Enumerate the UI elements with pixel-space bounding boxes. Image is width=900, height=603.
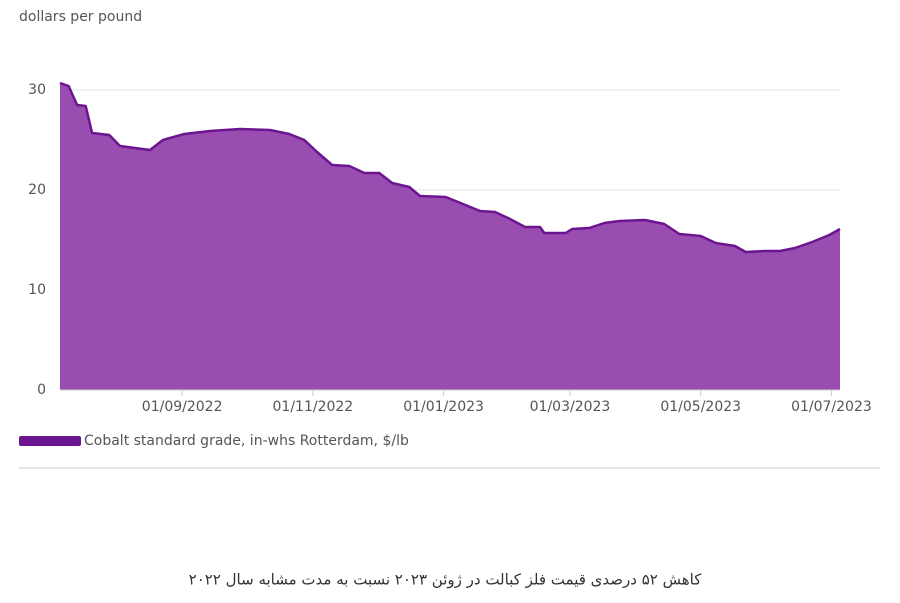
y-tick-label: 30 [28, 82, 46, 98]
caption: کاهش ۵۲ درصدی قیمت فلز کبالت در ژوئن ۲۰۲… [189, 571, 703, 589]
x-tick-label: 01/11/2022 [273, 399, 354, 415]
legend-swatch [19, 436, 81, 446]
x-tick-label: 01/03/2023 [530, 399, 611, 415]
y-tick-label: 10 [28, 282, 46, 298]
x-tick-label: 01/07/2023 [791, 399, 872, 415]
x-tick-label: 01/09/2022 [142, 399, 223, 415]
legend-label: Cobalt standard grade, in-whs Rotterdam,… [84, 433, 409, 449]
x-tick-label: 01/01/2023 [403, 399, 484, 415]
y-tick-label: 20 [28, 182, 46, 198]
area [60, 83, 840, 390]
line [59, 81, 841, 254]
y-axis-label: dollars per pound [19, 9, 142, 25]
y-tick-label: 0 [37, 382, 46, 398]
x-tick-label: 01/05/2023 [660, 399, 741, 415]
